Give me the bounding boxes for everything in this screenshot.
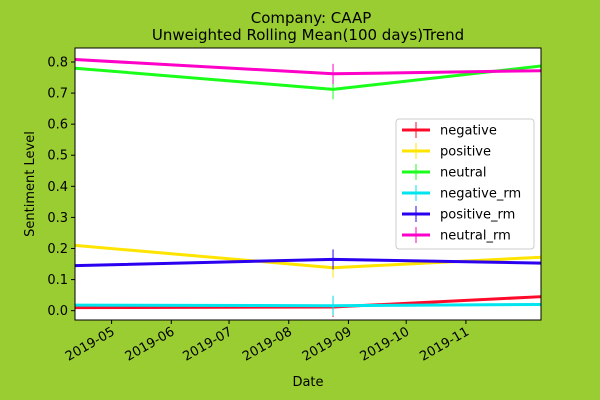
x-axis-label: Date: [292, 375, 323, 390]
y-tick-label: 0.5: [47, 149, 68, 164]
chart-title-line2: Unweighted Rolling Mean(100 days)Trend: [152, 26, 464, 44]
chart-title-line1: Company: CAAP: [251, 9, 372, 27]
x-tick-label: 2019-11: [417, 324, 472, 364]
legend-label-positive: positive: [440, 145, 491, 160]
y-axis-label: Sentiment Level: [23, 131, 38, 237]
legend-box: [395, 118, 535, 250]
x-tick-label: 2019-05: [63, 324, 118, 364]
plot-frame: [74, 47, 542, 321]
y-tick-label: 0.1: [47, 273, 68, 288]
y-tick-label: 0.7: [47, 87, 68, 102]
y-tick-label: 0.3: [47, 211, 68, 226]
x-tick-label: 2019-09: [300, 324, 355, 364]
y-tick-label: 0.2: [47, 242, 68, 257]
y-tick-label: 0.6: [47, 118, 68, 133]
x-tick-label: 2019-10: [358, 324, 413, 364]
legend-label-negative_rm: negative_rm: [440, 187, 521, 202]
x-axis: 2019-05 2019-06 2019-07 2019-08 2019-09 2019-…: [63, 320, 472, 365]
legend-label-positive_rm: positive_rm: [440, 208, 515, 223]
x-tick-label: 2019-06: [123, 324, 178, 364]
y-tick-label: 0.8: [47, 55, 68, 70]
series-line-negative_rm: [74, 302, 542, 308]
x-tick-label: 2019-08: [240, 324, 295, 364]
y-tick-label: 0.0: [47, 304, 68, 319]
y-axis: 0.0 0.1 0.2 0.3 0.4 0.5 0.6 0.7 0.8: [47, 55, 75, 319]
legend: negative positive neutral negative_rmpositi…: [395, 118, 535, 250]
x-tick-label: 2019-07: [181, 324, 236, 364]
legend-label-negative: negative: [440, 124, 497, 139]
legend-label-neutral_rm: neutral_rm: [440, 229, 511, 244]
legend-label-neutral: neutral: [440, 166, 487, 181]
y-tick-label: 0.4: [47, 180, 68, 195]
